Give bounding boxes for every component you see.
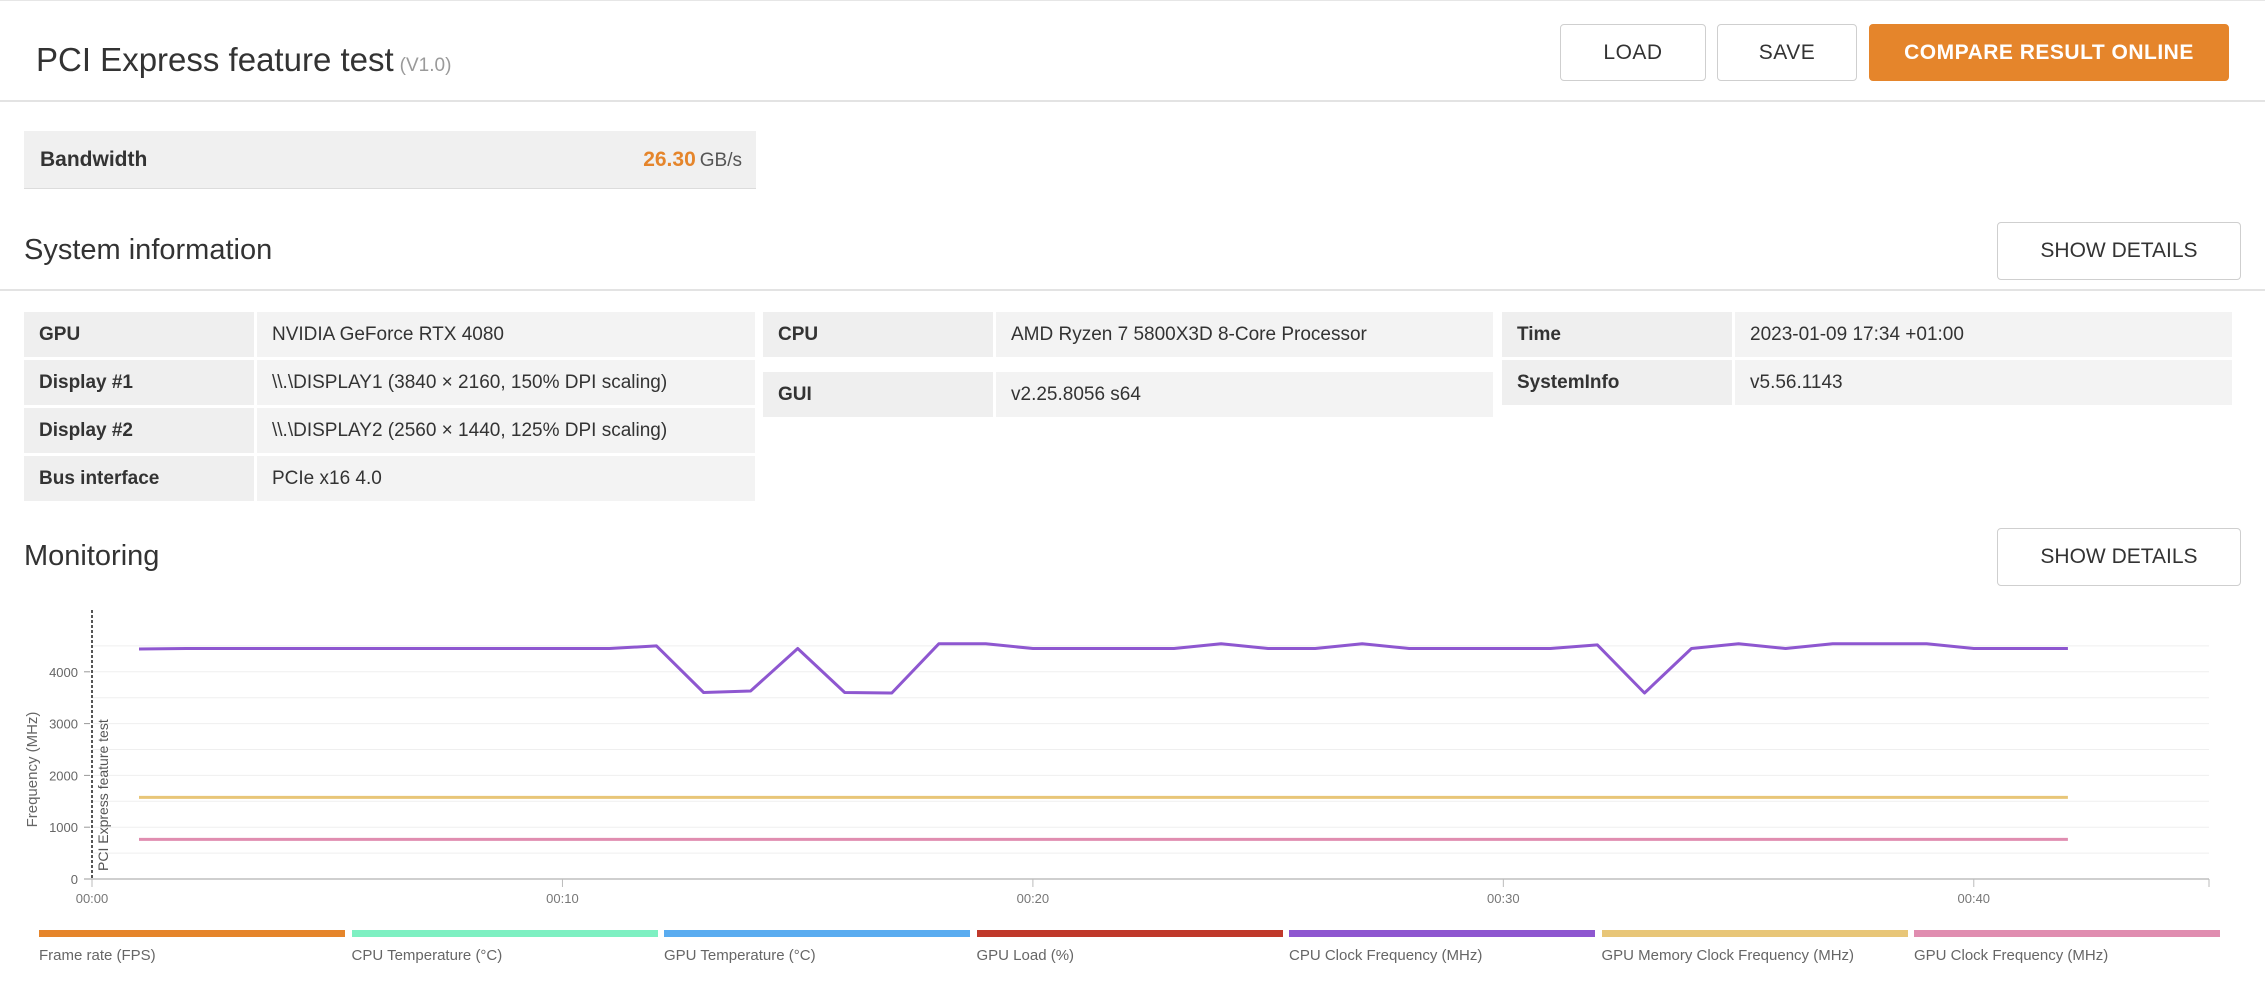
- info-row-display-1: Display #1 \\.\DISPLAY1 (3840 × 2160, 15…: [24, 360, 755, 405]
- bandwidth-result: 26.30 GB/s: [643, 148, 742, 172]
- legend-item[interactable]: CPU Clock Frequency (MHz): [1289, 930, 1595, 964]
- load-button[interactable]: LOAD: [1560, 24, 1706, 81]
- system-show-details-button[interactable]: SHOW DETAILS: [1997, 222, 2241, 280]
- legend-label: GPU Load (%): [976, 947, 1075, 964]
- monitoring-title: Monitoring: [24, 540, 160, 572]
- monitoring-chart: 0 1000 2000 3000 4000 00:00 00:10 00:20 00:30 00:…: [24, 610, 2210, 906]
- bandwidth-value: 26.30: [643, 148, 696, 171]
- y-tick-label: 2000: [49, 768, 78, 783]
- legend-label: CPU Temperature (°C): [351, 947, 503, 964]
- x-tick-label: 00:40: [1958, 891, 1991, 906]
- x-tick-label: 00:30: [1487, 891, 1520, 906]
- system-information-title: System information: [24, 234, 273, 266]
- info-value: \\.\DISPLAY1 (3840 × 2160, 150% DPI scal…: [257, 360, 755, 405]
- info-value: NVIDIA GeForce RTX 4080: [257, 312, 755, 357]
- legend-color-swatch: [1914, 930, 2220, 937]
- top-bar: PCI Express feature test (V1.0) LOAD SAVE…: [0, 0, 2265, 102]
- info-label: Display #1: [24, 360, 254, 405]
- legend-color-swatch: [351, 930, 658, 937]
- legend-item[interactable]: GPU Clock Frequency (MHz): [1914, 930, 2220, 964]
- info-label: GUI: [763, 372, 993, 417]
- legend-color-swatch: [664, 930, 970, 937]
- y-tick-label: 4000: [49, 665, 78, 680]
- legend-label: Frame rate (FPS): [39, 947, 156, 964]
- info-label: CPU: [763, 312, 993, 357]
- page-title: PCI Express feature test (V1.0): [36, 41, 451, 79]
- info-label: SystemInfo: [1502, 360, 1732, 405]
- legend-item[interactable]: GPU Load (%): [976, 930, 1283, 964]
- info-row-systeminfo: SystemInfo v5.56.1143: [1502, 360, 2232, 405]
- info-row-gpu: GPU NVIDIA GeForce RTX 4080: [24, 312, 755, 357]
- info-row-bus-interface: Bus interface PCIe x16 4.0: [24, 456, 755, 501]
- x-tick-label: 00:10: [546, 891, 579, 906]
- cpu-clock-frequency-series-line: [138, 642, 2068, 695]
- info-value: AMD Ryzen 7 5800X3D 8-Core Processor: [996, 312, 1493, 357]
- legend-label: CPU Clock Frequency (MHz): [1289, 947, 1483, 964]
- x-tick-label: 00:00: [76, 891, 109, 906]
- y-tick-label: 1000: [49, 820, 78, 835]
- page-title-text: PCI Express feature test: [36, 41, 394, 78]
- y-tick-label: 3000: [49, 717, 78, 732]
- test-marker-label: PCI Express feature test: [95, 719, 111, 871]
- info-row-time: Time 2023-01-09 17:34 +01:00: [1502, 312, 2232, 357]
- bandwidth-label: Bandwidth: [40, 148, 148, 171]
- legend-color-swatch: [1289, 930, 1595, 937]
- legend-label: GPU Temperature (°C): [664, 947, 816, 964]
- bandwidth-box: Bandwidth 26.30 GB/s: [24, 131, 756, 189]
- version-label: (V1.0): [399, 55, 452, 76]
- legend-item[interactable]: CPU Temperature (°C): [351, 930, 658, 964]
- monitoring-show-details-button[interactable]: SHOW DETAILS: [1997, 528, 2241, 586]
- section-divider: [0, 289, 2265, 291]
- legend-color-swatch: [39, 930, 345, 937]
- info-row-gui: GUI v2.25.8056 s64: [763, 372, 1493, 417]
- legend-color-swatch: [976, 930, 1283, 937]
- legend-color-swatch: [1601, 930, 1908, 937]
- info-label: Bus interface: [24, 456, 254, 501]
- info-label: Display #2: [24, 408, 254, 453]
- info-value: v5.56.1143: [1735, 360, 2232, 405]
- info-row-cpu: CPU AMD Ryzen 7 5800X3D 8-Core Processor: [763, 312, 1493, 357]
- legend-item[interactable]: GPU Temperature (°C): [664, 930, 970, 964]
- save-button[interactable]: SAVE: [1717, 24, 1857, 81]
- legend-item[interactable]: Frame rate (FPS): [39, 930, 345, 964]
- y-axis-label: Frequency (MHz): [24, 712, 41, 828]
- compare-result-online-button[interactable]: COMPARE RESULT ONLINE: [1869, 24, 2229, 81]
- legend-label: GPU Clock Frequency (MHz): [1914, 947, 2109, 964]
- info-label: GPU: [24, 312, 254, 357]
- y-tick-label: 0: [71, 872, 78, 887]
- info-label: Time: [1502, 312, 1732, 357]
- info-value: v2.25.8056 s64: [996, 372, 1493, 417]
- info-value: PCIe x16 4.0: [257, 456, 755, 501]
- legend-label: GPU Memory Clock Frequency (MHz): [1601, 947, 1855, 964]
- bandwidth-unit: GB/s: [699, 150, 742, 171]
- legend-item[interactable]: GPU Memory Clock Frequency (MHz): [1601, 930, 1908, 964]
- x-tick-label: 00:20: [1017, 891, 1050, 906]
- info-row-display-2: Display #2 \\.\DISPLAY2 (2560 × 1440, 12…: [24, 408, 755, 453]
- info-value: \\.\DISPLAY2 (2560 × 1440, 125% DPI scal…: [257, 408, 755, 453]
- info-value: 2023-01-09 17:34 +01:00: [1735, 312, 2232, 357]
